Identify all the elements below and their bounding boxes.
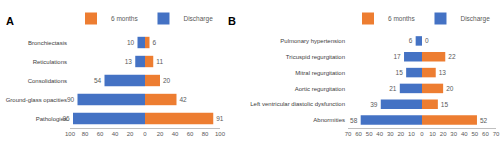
svg-text:60: 60 — [355, 131, 362, 137]
svg-text:Consolidations: Consolidations — [28, 78, 67, 84]
svg-text:100: 100 — [65, 131, 76, 137]
svg-text:15: 15 — [441, 101, 449, 108]
svg-text:0: 0 — [143, 131, 147, 137]
svg-text:Discharge: Discharge — [183, 15, 213, 23]
svg-text:17: 17 — [393, 53, 401, 60]
svg-text:50: 50 — [366, 131, 373, 137]
svg-text:80: 80 — [82, 131, 89, 137]
svg-text:91: 91 — [216, 115, 224, 122]
svg-text:10: 10 — [429, 131, 436, 137]
svg-text:A: A — [6, 15, 14, 27]
svg-text:6: 6 — [153, 39, 157, 46]
svg-text:39: 39 — [370, 101, 378, 108]
svg-text:13: 13 — [125, 58, 133, 65]
svg-text:Pathologies: Pathologies — [36, 116, 67, 122]
svg-text:20: 20 — [163, 77, 171, 84]
svg-text:60: 60 — [97, 131, 104, 137]
svg-text:100: 100 — [215, 131, 226, 137]
svg-text:6 months: 6 months — [111, 15, 138, 22]
svg-text:10: 10 — [408, 131, 415, 137]
svg-text:11: 11 — [156, 58, 163, 65]
svg-text:58: 58 — [350, 117, 358, 124]
svg-text:Tricuspid regurgitation: Tricuspid regurgitation — [286, 54, 345, 60]
svg-text:Bronchiectasis: Bronchiectasis — [28, 40, 67, 46]
svg-text:40: 40 — [172, 131, 179, 137]
svg-text:70: 70 — [345, 131, 352, 137]
svg-text:40: 40 — [112, 131, 119, 137]
svg-text:Abnormities: Abnormities — [313, 117, 345, 123]
svg-text:52: 52 — [480, 117, 488, 124]
svg-text:40: 40 — [376, 131, 383, 137]
svg-text:20: 20 — [440, 131, 447, 137]
svg-text:20: 20 — [127, 131, 134, 137]
svg-text:96: 96 — [62, 115, 70, 122]
svg-text:21: 21 — [389, 85, 397, 92]
svg-text:20: 20 — [446, 85, 454, 92]
svg-text:Discharge: Discharge — [460, 15, 490, 23]
svg-text:70: 70 — [493, 131, 500, 137]
svg-text:60: 60 — [482, 131, 489, 137]
svg-text:Mitral regurgitation: Mitral regurgitation — [295, 70, 345, 76]
svg-text:20: 20 — [398, 131, 405, 137]
svg-text:20: 20 — [157, 131, 164, 137]
svg-text:10: 10 — [127, 39, 135, 46]
svg-text:Aortic regurgitation: Aortic regurgitation — [295, 86, 345, 92]
svg-text:B: B — [228, 15, 236, 27]
svg-text:90: 90 — [67, 96, 75, 103]
svg-text:50: 50 — [472, 131, 479, 137]
svg-text:0: 0 — [420, 131, 424, 137]
svg-text:30: 30 — [450, 131, 457, 137]
svg-text:Ground-glass opacities: Ground-glass opacities — [6, 97, 67, 103]
svg-text:60: 60 — [187, 131, 194, 137]
svg-text:Reticulations: Reticulations — [33, 59, 67, 65]
svg-text:0: 0 — [425, 37, 429, 44]
svg-text:13: 13 — [439, 69, 447, 76]
svg-text:6: 6 — [409, 37, 413, 44]
svg-text:Pulmonary hypertension: Pulmonary hypertension — [280, 38, 345, 44]
svg-text:15: 15 — [396, 69, 404, 76]
svg-text:42: 42 — [180, 96, 188, 103]
svg-text:22: 22 — [448, 53, 456, 60]
svg-text:6 months: 6 months — [388, 15, 415, 22]
svg-text:Left ventricular diastolic dys: Left ventricular diastolic dysfunction — [250, 101, 345, 107]
svg-text:54: 54 — [94, 77, 102, 84]
svg-text:40: 40 — [461, 131, 468, 137]
svg-text:80: 80 — [202, 131, 209, 137]
svg-text:30: 30 — [387, 131, 394, 137]
